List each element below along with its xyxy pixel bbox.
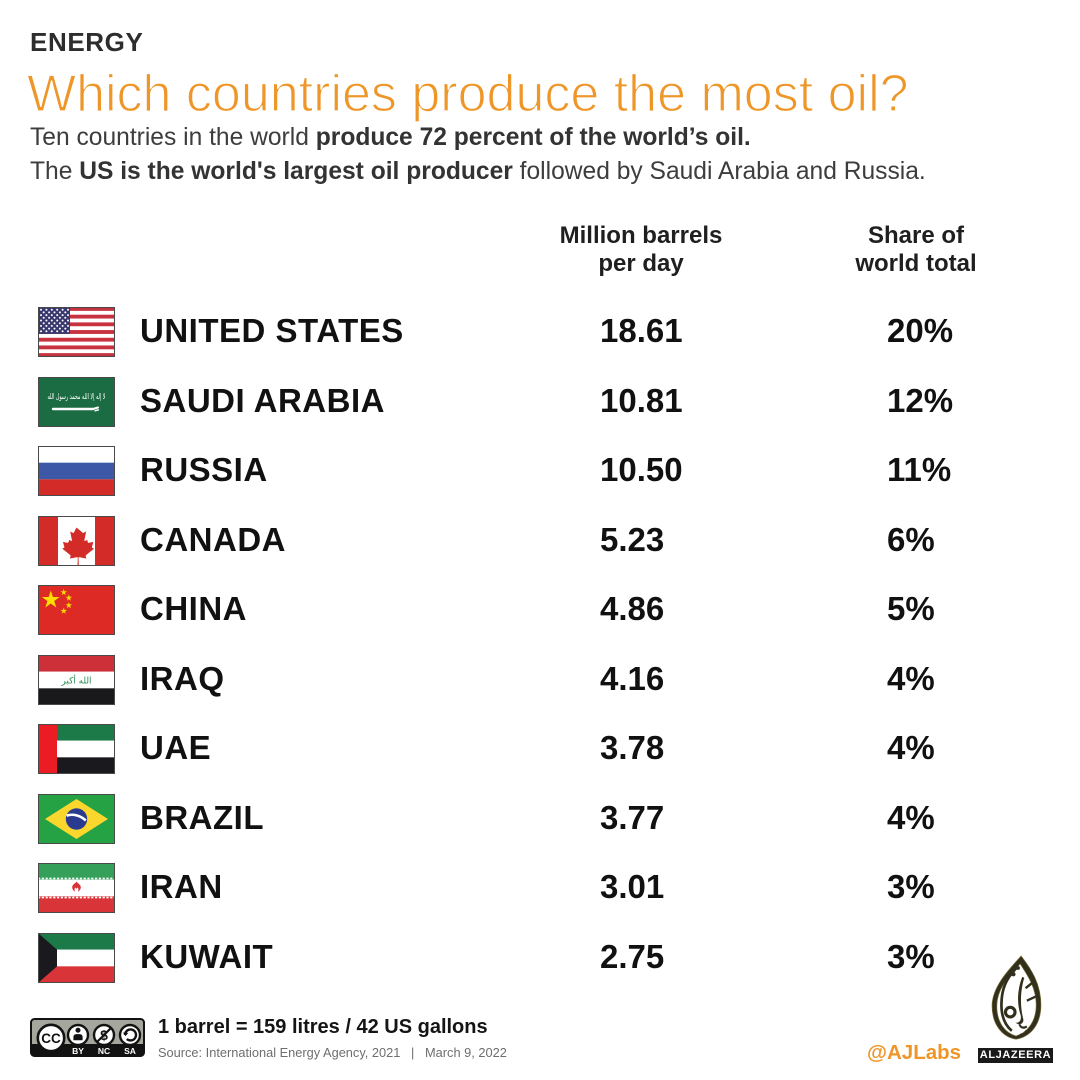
- country-name: RUSSIA: [140, 451, 268, 489]
- country-name: KUWAIT: [140, 937, 274, 975]
- table-row-china: CHINA 4.86 5%: [0, 585, 1080, 635]
- share-value: 6%: [887, 520, 935, 558]
- barrels-value: 2.75: [600, 937, 665, 975]
- table-row-iran: IRAN 3.01 3%: [0, 863, 1080, 913]
- table-row-russia: RUSSIA 10.50 11%: [0, 446, 1080, 496]
- aljazeera-wordmark: ALJAZEERA: [978, 1048, 1053, 1063]
- barrels-value: 18.61: [600, 312, 683, 350]
- country-name: SAUDI ARABIA: [140, 381, 385, 419]
- country-name: UNITED STATES: [140, 312, 404, 350]
- barrels-value: 3.77: [600, 798, 665, 836]
- barrels-value: 3.78: [600, 729, 665, 767]
- flag-saudi-arabia-icon: لا إله إلا الله محمد رسول الله: [38, 376, 115, 427]
- share-value: 3%: [887, 868, 935, 906]
- flag-brazil-icon: [38, 793, 115, 844]
- category-label: ENERGY: [30, 27, 144, 57]
- source-line: Source: International Energy Agency, 202…: [158, 1045, 507, 1060]
- table-row-uae: UAE 3.78 4%: [0, 724, 1080, 774]
- barrels-value: 10.81: [600, 381, 683, 419]
- table-row-united-states: UNITED STATES 18.61 20%: [0, 307, 1080, 357]
- cc-license-badge: CC $ BY NC SA: [30, 1018, 145, 1057]
- country-name: UAE: [140, 729, 212, 767]
- flag-iran-icon: [38, 863, 115, 913]
- column-header-share: Share of world total: [855, 222, 977, 277]
- flag-canada-icon: [38, 515, 115, 566]
- flag-uae-icon: [38, 724, 115, 774]
- barrels-value: 10.50: [600, 451, 683, 489]
- flag-china-icon: [38, 585, 115, 635]
- share-value: 4%: [887, 798, 935, 836]
- barrels-value: 3.01: [600, 868, 665, 906]
- share-value: 5%: [887, 590, 935, 628]
- saudi-shahada-script: لا إله إلا الله محمد رسول الله: [48, 392, 106, 402]
- share-value: 4%: [887, 729, 935, 767]
- cc-nc-label: NC: [98, 1046, 110, 1056]
- intro-line-2: The US is the world's largest oil produc…: [30, 157, 926, 185]
- barrels-value: 5.23: [600, 520, 665, 558]
- barrels-value: 4.16: [600, 659, 665, 697]
- table-row-brazil: BRAZIL 3.77 4%: [0, 793, 1080, 844]
- country-name: CANADA: [140, 520, 286, 558]
- flag-united-states-icon: [38, 307, 115, 357]
- intro-text: Ten countries in the world produce 72 pe…: [30, 121, 926, 188]
- flag-russia-icon: [38, 446, 115, 496]
- table-row-canada: CANADA 5.23 6%: [0, 515, 1080, 566]
- cc-by-label: BY: [72, 1046, 84, 1056]
- country-name: IRAQ: [140, 659, 225, 697]
- barrel-note: 1 barrel = 159 litres / 42 US gallons: [158, 1016, 488, 1038]
- barrels-value: 4.86: [600, 590, 665, 628]
- share-value: 3%: [887, 937, 935, 975]
- ajlabs-credit: @AJLabs: [867, 1041, 962, 1064]
- flag-kuwait-icon: [38, 932, 115, 983]
- aljazeera-flame-logo: [990, 955, 1043, 1040]
- flag-iraq-icon: الله أكبر: [38, 654, 115, 705]
- intro-line-1: Ten countries in the world produce 72 pe…: [30, 124, 751, 151]
- country-name: IRAN: [140, 868, 223, 906]
- column-header-barrels: Million barrels per day: [559, 222, 723, 277]
- country-name: CHINA: [140, 590, 247, 628]
- cc-label: CC: [41, 1031, 61, 1046]
- country-name: BRAZIL: [140, 798, 264, 836]
- page-title: Which countries produce the most oil?: [26, 64, 909, 123]
- table-row-iraq: الله أكبر IRAQ 4.16 4%: [0, 654, 1080, 705]
- iraq-takbir-script: الله أكبر: [61, 674, 92, 686]
- table-row-kuwait: KUWAIT 2.75 3%: [0, 932, 1080, 983]
- share-value: 12%: [887, 381, 954, 419]
- share-value: 11%: [887, 451, 952, 489]
- share-value: 4%: [887, 659, 935, 697]
- table-row-saudi-arabia: لا إله إلا الله محمد رسول الله SAUDI ARA…: [0, 376, 1080, 427]
- cc-sa-label: SA: [124, 1046, 136, 1056]
- share-value: 20%: [887, 312, 954, 350]
